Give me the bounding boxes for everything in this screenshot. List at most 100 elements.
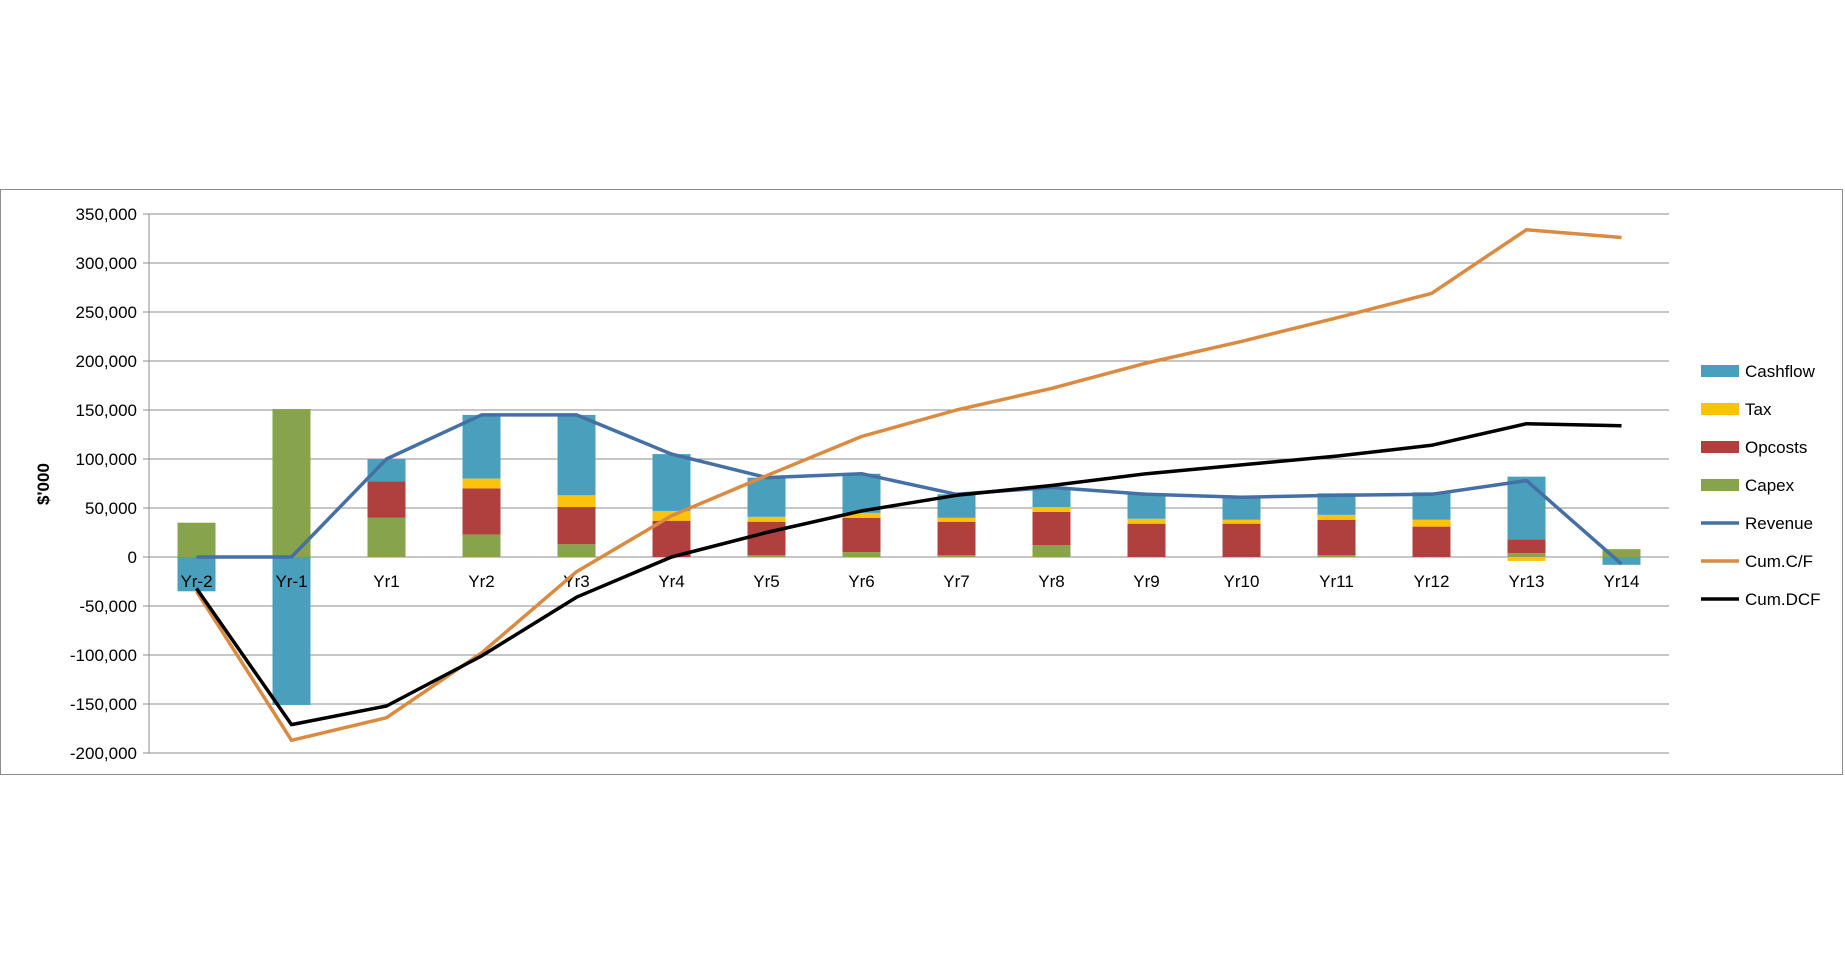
bar-cashflow bbox=[1317, 493, 1356, 515]
bar-tax bbox=[1507, 557, 1546, 561]
x-axis-ticks: Yr-2 Yr-1 Yr1 Yr2 Yr3 Yr4 Yr5 Yr6 Yr7 Yr8 Yr9 Yr10 Y… bbox=[180, 572, 1639, 591]
y-tick-label: 350,000 bbox=[76, 205, 137, 224]
y-tick-label: 250,000 bbox=[76, 303, 137, 322]
chart-frame: 350,000 300,000 250,000 200,000 150,000 100,0… bbox=[0, 189, 1843, 775]
bar-opcosts bbox=[747, 521, 786, 556]
bars bbox=[177, 409, 1641, 705]
legend-swatch bbox=[1701, 403, 1739, 415]
legend-swatch bbox=[1701, 365, 1739, 377]
x-tick-label: Yr4 bbox=[658, 572, 684, 591]
bar-cashflow bbox=[1507, 476, 1546, 540]
bar-cashflow bbox=[937, 494, 976, 518]
x-tick-label: Yr-1 bbox=[275, 572, 307, 591]
bar-tax bbox=[557, 495, 596, 508]
legend-label: Cum.DCF bbox=[1745, 590, 1821, 609]
y-tick-label: 150,000 bbox=[76, 401, 137, 420]
x-tick-label: Yr10 bbox=[1224, 572, 1260, 591]
bar-cashflow bbox=[557, 414, 596, 496]
y-axis-label: $'000 bbox=[34, 463, 53, 505]
legend-label: Revenue bbox=[1745, 514, 1813, 533]
bar-opcosts bbox=[652, 520, 691, 557]
bar-tax bbox=[1317, 514, 1356, 520]
lines bbox=[195, 227, 1623, 743]
x-tick-label: Yr13 bbox=[1509, 572, 1545, 591]
x-tick-label: Yr14 bbox=[1604, 572, 1640, 591]
bar-opcosts bbox=[1317, 519, 1356, 556]
bar-tax bbox=[462, 478, 501, 489]
bar-cashflow bbox=[177, 557, 216, 592]
bar-opcosts bbox=[1222, 523, 1261, 557]
legend-label: Cum.C/F bbox=[1745, 552, 1813, 571]
x-tick-label: Yr2 bbox=[468, 572, 494, 591]
x-tick-label: Yr5 bbox=[753, 572, 779, 591]
bar-capex bbox=[937, 555, 976, 557]
bar-cashflow bbox=[462, 414, 501, 479]
bar-opcosts bbox=[462, 488, 501, 535]
bar-cashflow bbox=[1602, 557, 1641, 565]
bar-tax bbox=[1032, 507, 1071, 512]
bar-cashflow bbox=[272, 557, 311, 705]
legend: Cashflow Tax Opcosts Capex Revenue Cum.C/F Cum… bbox=[1701, 362, 1821, 609]
bar-tax bbox=[1412, 519, 1451, 527]
bar-opcosts bbox=[367, 481, 406, 518]
bar-cashflow bbox=[1127, 494, 1166, 519]
legend-swatch bbox=[1701, 441, 1739, 453]
legend-label: Tax bbox=[1745, 400, 1772, 419]
x-tick-label: Yr-2 bbox=[180, 572, 212, 591]
bar-capex bbox=[177, 522, 216, 557]
bar-capex bbox=[1602, 549, 1641, 557]
bar-opcosts bbox=[937, 521, 976, 556]
x-tick-label: Yr12 bbox=[1414, 572, 1450, 591]
y-axis-ticks: 350,000 300,000 250,000 200,000 150,000 100,0… bbox=[70, 205, 137, 763]
legend-swatch bbox=[1701, 479, 1739, 491]
y-tick-label: 300,000 bbox=[76, 254, 137, 273]
x-tick-label: Yr7 bbox=[943, 572, 969, 591]
bar-cashflow bbox=[652, 454, 691, 511]
bar-opcosts bbox=[842, 517, 881, 553]
bar-tax bbox=[842, 512, 881, 518]
y-tick-label: 100,000 bbox=[76, 450, 137, 469]
bar-opcosts bbox=[557, 507, 596, 545]
line-revenue bbox=[196, 413, 1623, 566]
line-cum-c-f bbox=[195, 227, 1622, 743]
legend-label: Cashflow bbox=[1745, 362, 1816, 381]
bar-tax bbox=[1127, 518, 1166, 524]
bar-capex bbox=[272, 409, 311, 557]
bar-capex bbox=[1317, 555, 1356, 557]
bar-cashflow bbox=[747, 477, 786, 517]
bar-cashflow bbox=[1032, 487, 1071, 508]
bar-cashflow bbox=[842, 473, 881, 513]
y-tick-label: -100,000 bbox=[70, 646, 137, 665]
bar-capex bbox=[557, 544, 596, 557]
y-tick-label: -150,000 bbox=[70, 695, 137, 714]
bar-opcosts bbox=[1507, 539, 1546, 554]
bar-capex bbox=[1507, 553, 1546, 557]
legend-label: Capex bbox=[1745, 476, 1795, 495]
bar-opcosts bbox=[1412, 526, 1451, 557]
x-tick-label: Yr9 bbox=[1133, 572, 1159, 591]
bar-cashflow bbox=[1412, 492, 1451, 520]
bar-capex bbox=[462, 534, 501, 557]
bar-capex bbox=[1032, 545, 1071, 557]
bar-tax bbox=[747, 516, 786, 522]
bar-opcosts bbox=[1032, 511, 1071, 546]
y-tick-label: 50,000 bbox=[85, 499, 137, 518]
bar-tax bbox=[937, 517, 976, 522]
legend-label: Opcosts bbox=[1745, 438, 1807, 457]
x-tick-label: Yr11 bbox=[1319, 572, 1354, 591]
bar-tax bbox=[1222, 519, 1261, 524]
bar-cashflow bbox=[367, 459, 406, 482]
line-cum-dcf bbox=[195, 421, 1622, 727]
y-tick-label: -200,000 bbox=[70, 744, 137, 763]
y-tick-label: 200,000 bbox=[76, 352, 137, 371]
bar-capex bbox=[367, 517, 406, 557]
y-tick-label: 0 bbox=[128, 548, 137, 567]
x-tick-label: Yr1 bbox=[373, 572, 399, 591]
chart-canvas: 350,000 300,000 250,000 200,000 150,000 100,0… bbox=[34, 205, 1821, 763]
bar-capex bbox=[842, 552, 881, 557]
x-tick-label: Yr8 bbox=[1038, 572, 1064, 591]
bar-capex bbox=[747, 555, 786, 557]
bar-opcosts bbox=[1127, 523, 1166, 557]
x-tick-label: Yr6 bbox=[848, 572, 874, 591]
bar-cashflow bbox=[1222, 498, 1261, 520]
